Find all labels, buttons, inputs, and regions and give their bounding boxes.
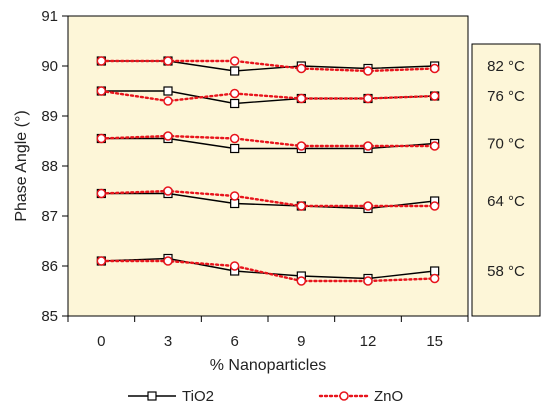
x-axis-ticks: 0 3 6 9 12 15 bbox=[68, 316, 468, 350]
y-tick-label: 88 bbox=[41, 158, 58, 175]
data-point bbox=[431, 142, 439, 150]
data-point bbox=[364, 95, 372, 103]
data-point bbox=[297, 142, 305, 150]
legend-item: TiO2 bbox=[128, 388, 214, 405]
data-point bbox=[231, 90, 239, 98]
x-tick-label: 6 bbox=[230, 333, 238, 350]
temperature-label: 82 °C bbox=[487, 58, 525, 75]
x-tick-label: 12 bbox=[360, 333, 377, 350]
data-point bbox=[164, 257, 172, 265]
data-point bbox=[364, 67, 372, 75]
y-axis-title: Phase Angle (°) bbox=[13, 110, 30, 221]
data-point bbox=[231, 145, 239, 153]
x-tick-label: 3 bbox=[164, 333, 172, 350]
data-point bbox=[164, 87, 172, 95]
data-point bbox=[364, 142, 372, 150]
y-tick-label: 87 bbox=[41, 208, 58, 225]
data-point bbox=[231, 135, 239, 143]
y-tick-label: 91 bbox=[41, 8, 58, 25]
x-tick-label: 9 bbox=[297, 333, 305, 350]
x-tick-label: 0 bbox=[97, 333, 105, 350]
data-point bbox=[431, 275, 439, 283]
y-axis-ticks: 85 86 87 88 89 90 91 bbox=[41, 8, 68, 325]
data-point bbox=[297, 65, 305, 73]
data-point bbox=[164, 187, 172, 195]
temperature-label: 76 °C bbox=[487, 88, 525, 105]
data-point bbox=[164, 57, 172, 65]
data-point bbox=[97, 87, 105, 95]
data-point bbox=[297, 277, 305, 285]
data-point bbox=[231, 192, 239, 200]
legend: TiO2 ZnO bbox=[128, 388, 403, 405]
data-point bbox=[231, 100, 239, 108]
data-point bbox=[231, 262, 239, 270]
x-tick-label: 15 bbox=[426, 333, 443, 350]
temperature-label: 58 °C bbox=[487, 263, 525, 280]
y-tick-label: 89 bbox=[41, 108, 58, 125]
legend-label: ZnO bbox=[374, 388, 403, 405]
data-point bbox=[231, 57, 239, 65]
legend-item: ZnO bbox=[320, 388, 403, 405]
data-point bbox=[431, 92, 439, 100]
legend-label: TiO2 bbox=[182, 388, 214, 405]
data-point bbox=[431, 202, 439, 210]
temperature-label: 64 °C bbox=[487, 193, 525, 210]
data-point bbox=[364, 202, 372, 210]
data-point bbox=[97, 57, 105, 65]
data-point bbox=[97, 257, 105, 265]
data-point bbox=[97, 135, 105, 143]
temperature-label: 70 °C bbox=[487, 136, 525, 153]
data-point bbox=[297, 202, 305, 210]
data-point bbox=[164, 97, 172, 105]
legend-marker bbox=[340, 392, 348, 400]
legend-marker bbox=[148, 392, 156, 400]
data-point bbox=[97, 190, 105, 198]
y-tick-label: 86 bbox=[41, 258, 58, 275]
y-tick-label: 85 bbox=[41, 308, 58, 325]
x-axis-title: % Nanoparticles bbox=[210, 357, 327, 374]
data-point bbox=[297, 95, 305, 103]
y-tick-label: 90 bbox=[41, 58, 58, 75]
data-point bbox=[231, 67, 239, 75]
data-point bbox=[364, 277, 372, 285]
data-point bbox=[431, 65, 439, 73]
data-point bbox=[164, 132, 172, 140]
